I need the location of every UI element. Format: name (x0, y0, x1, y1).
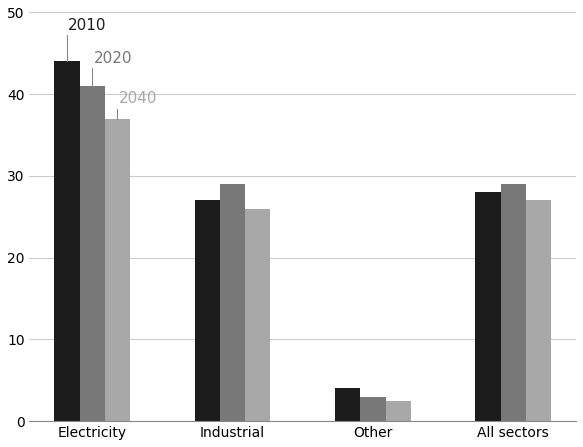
Bar (54, 62, 79, 421)
Text: 2040: 2040 (119, 92, 157, 106)
Text: 2010: 2010 (68, 18, 107, 33)
Bar (79, 86, 105, 421)
Text: 2020: 2020 (94, 51, 132, 66)
Bar (385, 401, 411, 421)
Bar (526, 200, 551, 421)
Bar (195, 200, 220, 421)
Bar (360, 396, 385, 421)
Bar (245, 209, 271, 421)
Bar (220, 184, 245, 421)
Bar (501, 184, 526, 421)
Bar (475, 192, 501, 421)
Bar (105, 119, 130, 421)
Bar (335, 388, 360, 421)
